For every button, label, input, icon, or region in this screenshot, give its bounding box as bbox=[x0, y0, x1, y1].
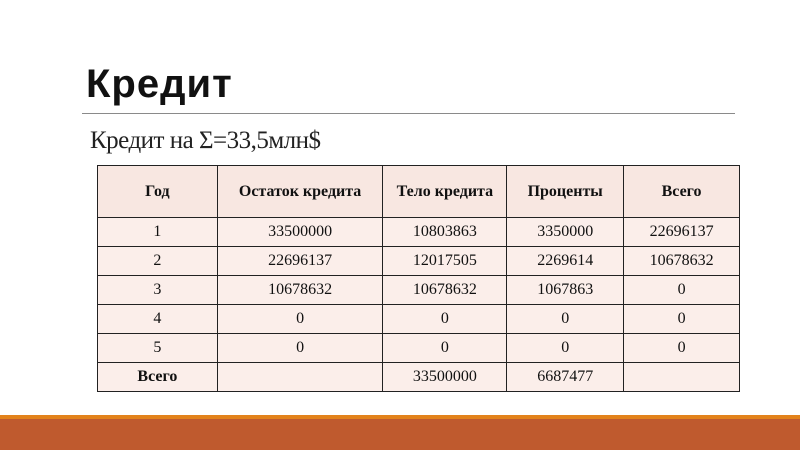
cell-total: 0 bbox=[623, 304, 740, 334]
cell-total: 22696137 bbox=[623, 217, 740, 247]
header-total: Всего bbox=[623, 165, 740, 218]
header-interest: Проценты bbox=[506, 165, 625, 218]
footer-accent-band bbox=[0, 415, 800, 450]
cell-principal: 33500000 bbox=[382, 362, 508, 392]
table-header-row: Год Остаток кредита Тело кредита Процент… bbox=[97, 165, 740, 218]
cell-interest: 6687477 bbox=[506, 362, 625, 392]
table-row: 3 10678632 10678632 1067863 0 bbox=[97, 275, 740, 305]
table-row: 2 22696137 12017505 2269614 10678632 bbox=[97, 246, 740, 276]
cell-principal: 10803863 bbox=[382, 217, 508, 247]
cell-interest: 0 bbox=[506, 333, 625, 363]
cell-interest: 0 bbox=[506, 304, 625, 334]
cell-remaining: 0 bbox=[216, 333, 384, 363]
cell-principal: 0 bbox=[382, 304, 508, 334]
cell-interest: 3350000 bbox=[506, 217, 625, 247]
cell-principal: 10678632 bbox=[382, 275, 508, 305]
header-remaining: Остаток кредита bbox=[216, 165, 384, 218]
cell-principal: 0 bbox=[382, 333, 508, 363]
cell-total: 0 bbox=[623, 275, 740, 305]
slide-subtitle: Кредит на Σ=33,5млн$ bbox=[90, 127, 321, 154]
cell-year: 3 bbox=[97, 275, 218, 305]
header-principal: Тело кредита bbox=[382, 165, 508, 218]
cell-interest: 2269614 bbox=[506, 246, 625, 276]
cell-total: 10678632 bbox=[623, 246, 740, 276]
cell-remaining bbox=[216, 362, 384, 392]
cell-year: 1 bbox=[97, 217, 218, 247]
table-total-row: Всего 33500000 6687477 bbox=[97, 362, 740, 392]
cell-year: 2 bbox=[97, 246, 218, 276]
slide-title: Кредит bbox=[86, 62, 233, 106]
cell-principal: 12017505 bbox=[382, 246, 508, 276]
cell-remaining: 0 bbox=[216, 304, 384, 334]
table-row: 1 33500000 10803863 3350000 22696137 bbox=[97, 217, 740, 247]
cell-total: 0 bbox=[623, 333, 740, 363]
cell-year: 5 bbox=[97, 333, 218, 363]
cell-remaining: 22696137 bbox=[216, 246, 384, 276]
cell-remaining: 10678632 bbox=[216, 275, 384, 305]
cell-year: Всего bbox=[97, 362, 218, 392]
cell-remaining: 33500000 bbox=[216, 217, 384, 247]
cell-total bbox=[623, 362, 740, 392]
title-divider bbox=[82, 113, 735, 114]
cell-interest: 1067863 bbox=[506, 275, 625, 305]
credit-table: Год Остаток кредита Тело кредита Процент… bbox=[97, 165, 740, 392]
cell-year: 4 bbox=[97, 304, 218, 334]
header-year: Год bbox=[97, 165, 218, 218]
